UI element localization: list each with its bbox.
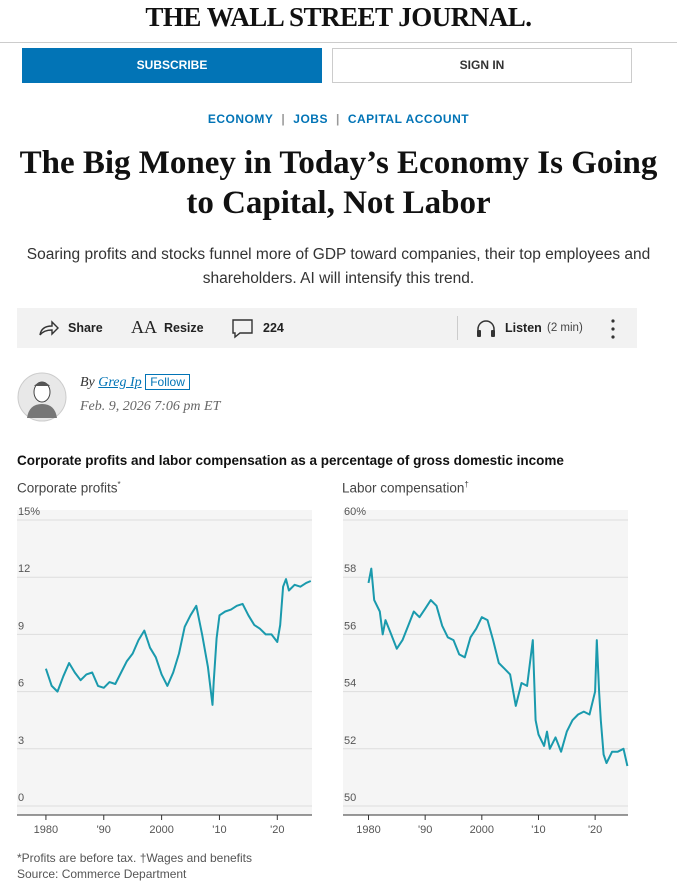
x-tick-label: 2000 (470, 824, 494, 836)
plot-background (17, 510, 312, 815)
resize-button[interactable]: Resize (164, 321, 204, 335)
dek: Soaring profits and stocks funnel more o… (26, 246, 651, 287)
resize-icon: AA (131, 317, 157, 337)
toolbar: Share AA Resize 224 Listen (2 min) (17, 308, 637, 348)
x-tick-label: 1980 (356, 824, 380, 836)
plot-background (343, 510, 628, 815)
section-link[interactable]: JOBS (293, 112, 328, 126)
more-icon[interactable] (609, 318, 617, 340)
y-tick-label: 50 (344, 792, 356, 804)
byline: By Greg Ip Follow (80, 374, 190, 391)
x-tick-label: '20 (270, 824, 284, 836)
footnote-marker: * (117, 480, 121, 489)
chart-title-text: Labor compensation (342, 480, 465, 496)
masthead: THE WALL STREET JOURNAL. (145, 2, 532, 32)
divider (0, 42, 677, 43)
listen-button[interactable]: Listen (505, 321, 542, 335)
x-tick-label: '90 (418, 824, 432, 836)
y-tick-label: 15% (18, 506, 40, 518)
author-link[interactable]: Greg Ip (98, 375, 142, 390)
comments-button[interactable]: 224 (263, 321, 284, 335)
share-button[interactable]: Share (68, 321, 103, 335)
sign-in-button[interactable]: SIGN IN (332, 48, 632, 83)
subscribe-button[interactable]: SUBSCRIBE (22, 48, 322, 83)
footnote: *Profits are before tax. †Wages and bene… (17, 851, 253, 865)
graphic-title: Corporate profits and labor compensation… (17, 453, 564, 468)
author-avatar (17, 372, 67, 422)
y-tick-label: 9 (18, 620, 24, 632)
y-tick-label: 12 (18, 563, 30, 575)
listen-duration: (2 min) (547, 322, 583, 334)
chart-title: Labor compensation† (342, 480, 469, 496)
comment-icon (232, 319, 253, 339)
y-tick-label: 58 (344, 563, 356, 575)
share-icon (39, 320, 59, 336)
x-tick-label: '10 (212, 824, 226, 836)
y-tick-label: 3 (18, 735, 24, 747)
chart-title: Corporate profits* (17, 480, 121, 496)
headphones-icon (477, 320, 495, 337)
x-tick-label: 1980 (34, 824, 58, 836)
x-tick-label: '10 (531, 824, 545, 836)
y-tick-label: 56 (344, 620, 356, 632)
x-tick-label: '20 (588, 824, 602, 836)
breadcrumbs: ECONOMY | JOBS | CAPITAL ACCOUNT (207, 112, 470, 126)
y-tick-label: 52 (344, 735, 356, 747)
y-tick-label: 54 (344, 678, 356, 690)
source: Source: Commerce Department (17, 867, 187, 881)
date: Feb. 9, 2026 7:06 pm ET (80, 399, 221, 414)
chart-title-text: Corporate profits (17, 480, 118, 496)
follow-button[interactable]: Follow (145, 374, 190, 390)
by-label: By (80, 375, 95, 390)
y-tick-label: 60% (344, 506, 366, 518)
y-tick-label: 6 (18, 678, 24, 690)
x-tick-label: '90 (97, 824, 111, 836)
section-link[interactable]: ECONOMY (207, 112, 274, 126)
data-line (367, 567, 629, 767)
separator (457, 316, 458, 340)
footnote-marker: † (464, 480, 469, 489)
y-tick-label: 0 (18, 792, 24, 804)
section-link[interactable]: CAPITAL ACCOUNT (347, 112, 470, 126)
data-line (44, 578, 312, 706)
x-tick-label: 2000 (149, 824, 173, 836)
headline: The Big Money in Today’s Economy Is Goin… (19, 145, 658, 221)
